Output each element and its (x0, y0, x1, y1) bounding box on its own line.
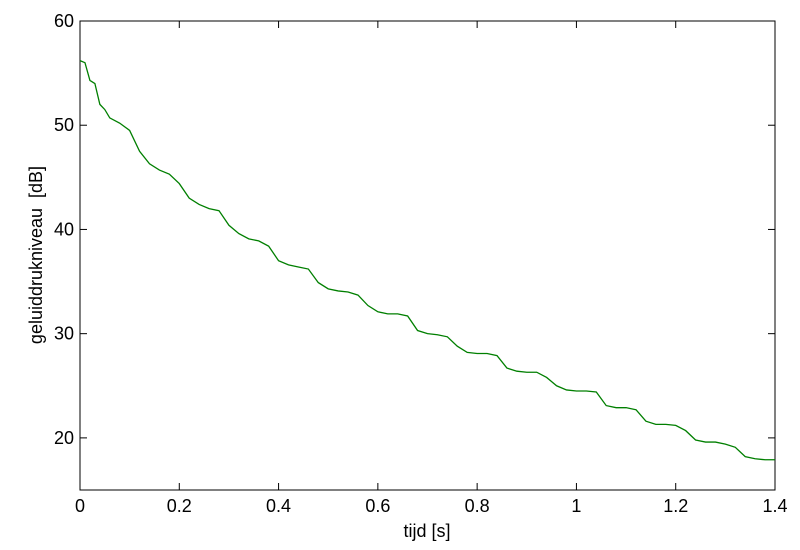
x-tick-label: 0.6 (365, 496, 390, 516)
y-tick-label: 60 (54, 11, 74, 31)
y-tick-label: 40 (54, 219, 74, 239)
x-tick-label: 0.4 (266, 496, 291, 516)
data-line (79, 60, 775, 461)
x-tick-label: 0 (75, 496, 85, 516)
y-axis-label: geluiddrukniveau [dB] (26, 166, 46, 344)
x-axis-label: tijd [s] (403, 521, 450, 541)
x-tick-label: 0.2 (167, 496, 192, 516)
x-tick-label: 0.8 (465, 496, 490, 516)
x-tick-label: 1.4 (762, 496, 787, 516)
plot-frame (79, 20, 776, 491)
y-tick-label: 50 (54, 115, 74, 135)
x-tick-label: 1 (571, 496, 581, 516)
x-tick-label: 1.2 (663, 496, 688, 516)
y-tick-label: 30 (54, 324, 74, 344)
y-tick-label: 20 (54, 428, 74, 448)
